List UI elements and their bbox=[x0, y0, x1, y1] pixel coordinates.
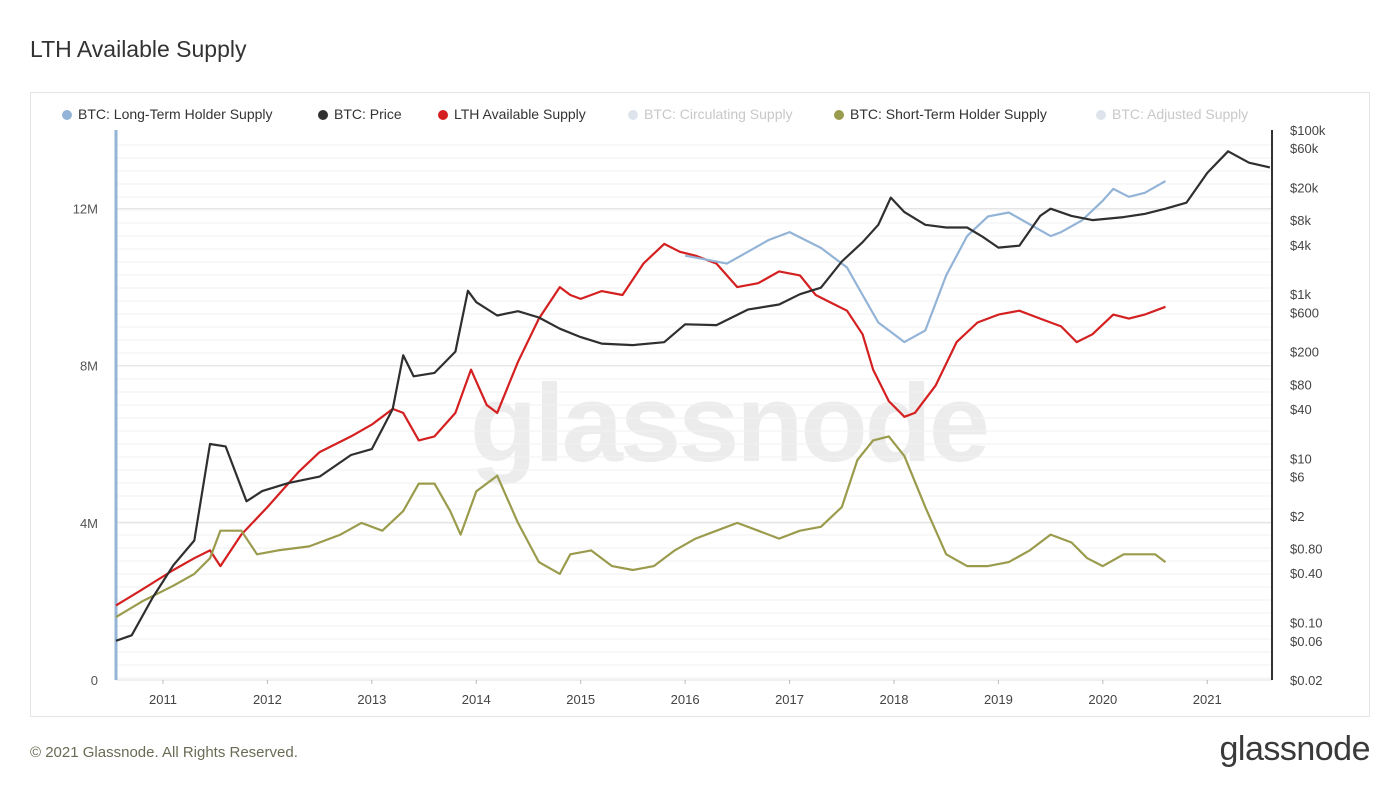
legend-item[interactable]: BTC: Short-Term Holder Supply bbox=[834, 106, 1047, 122]
page-title: LTH Available Supply bbox=[30, 36, 247, 62]
x-tick-label: 2020 bbox=[1088, 692, 1117, 707]
y-right-tick-label: $40 bbox=[1290, 402, 1312, 417]
x-tick-label: 2012 bbox=[253, 692, 282, 707]
series-line bbox=[115, 150, 1271, 642]
y-right-tick-label: $0.06 bbox=[1290, 634, 1323, 649]
y-right-tick-label: $1k bbox=[1290, 287, 1311, 302]
y-right-tick-label: $4k bbox=[1290, 238, 1311, 253]
x-tick-label: 2019 bbox=[984, 692, 1013, 707]
legend-label: BTC: Circulating Supply bbox=[644, 106, 793, 122]
x-tick-label: 2018 bbox=[880, 692, 909, 707]
legend-dot-icon bbox=[1096, 110, 1106, 120]
legend-label: BTC: Long-Term Holder Supply bbox=[78, 106, 273, 122]
y-right-tick-label: $0.10 bbox=[1290, 616, 1323, 631]
series-line bbox=[115, 435, 1167, 619]
legend-item[interactable]: BTC: Circulating Supply bbox=[628, 106, 793, 122]
y-right-tick-label: $600 bbox=[1290, 305, 1319, 320]
footer-copyright: © 2021 Glassnode. All Rights Reserved. bbox=[30, 744, 298, 761]
footer-logo: glassnode bbox=[1219, 730, 1370, 768]
y-right-tick-label: $0.80 bbox=[1290, 541, 1323, 556]
legend-label: BTC: Adjusted Supply bbox=[1112, 106, 1249, 122]
y-right-tick-label: $0.40 bbox=[1290, 566, 1323, 581]
legend-item[interactable]: BTC: Adjusted Supply bbox=[1096, 106, 1248, 122]
y-right-tick-label: $8k bbox=[1290, 213, 1311, 228]
series-line bbox=[115, 242, 1166, 607]
legend-dot-icon bbox=[628, 110, 638, 120]
legend-item[interactable]: LTH Available Supply bbox=[438, 106, 586, 122]
y-right-tick-label: $200 bbox=[1290, 345, 1319, 360]
x-tick-label: 2021 bbox=[1193, 692, 1222, 707]
y-left-tick-label: 4M bbox=[80, 516, 98, 531]
legend-dot-icon bbox=[318, 110, 328, 120]
y-right-tick-label: $100k bbox=[1290, 123, 1326, 138]
legend-label: LTH Available Supply bbox=[454, 106, 586, 122]
y-left-tick-label: 12M bbox=[73, 202, 98, 217]
legend-label: BTC: Price bbox=[334, 106, 402, 122]
y-right-tick-label: $6 bbox=[1290, 470, 1304, 485]
x-tick-label: 2013 bbox=[357, 692, 386, 707]
y-right-tick-label: $10 bbox=[1290, 451, 1312, 466]
legend-dot-icon bbox=[834, 110, 844, 120]
y-right-tick-label: $80 bbox=[1290, 377, 1312, 392]
x-tick-label: 2011 bbox=[149, 692, 177, 707]
legend-dot-icon bbox=[62, 110, 72, 120]
y-left-tick-label: 0 bbox=[91, 673, 98, 688]
y-right-tick-label: $60k bbox=[1290, 141, 1319, 156]
x-tick-label: 2014 bbox=[462, 692, 491, 707]
legend-item[interactable]: BTC: Long-Term Holder Supply bbox=[62, 106, 273, 122]
y-right-tick-label: $20k bbox=[1290, 180, 1319, 195]
legend-dot-icon bbox=[438, 110, 448, 120]
x-tick-label: 2015 bbox=[566, 692, 595, 707]
legend-label: BTC: Short-Term Holder Supply bbox=[850, 106, 1047, 122]
y-right-tick-label: $0.02 bbox=[1290, 673, 1323, 688]
y-left-tick-label: 8M bbox=[80, 359, 98, 374]
chart-panel bbox=[30, 92, 1370, 717]
series-line bbox=[684, 180, 1167, 344]
y-right-tick-label: $2 bbox=[1290, 509, 1304, 524]
x-tick-label: 2017 bbox=[775, 692, 804, 707]
legend-item[interactable]: BTC: Price bbox=[318, 106, 402, 122]
x-tick-label: 2016 bbox=[671, 692, 700, 707]
